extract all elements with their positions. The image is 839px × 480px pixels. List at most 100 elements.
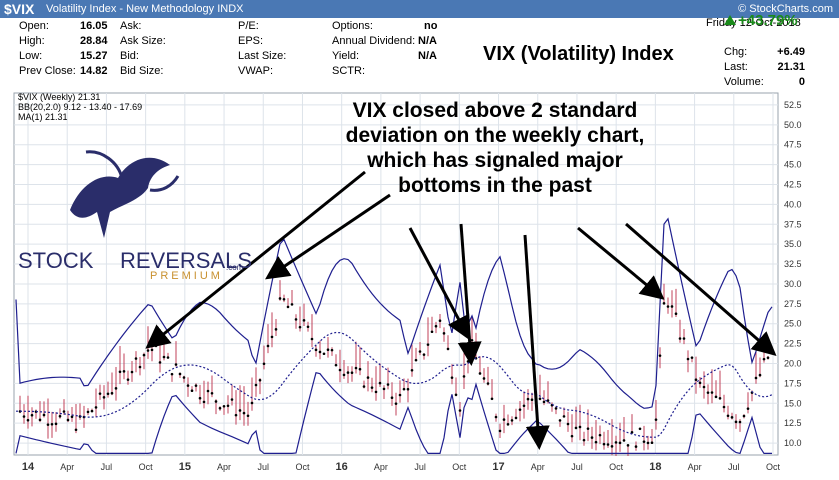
- close-dot: [506, 423, 510, 426]
- close-dot: [638, 427, 642, 431]
- close-dot: [494, 415, 498, 419]
- close-dot: [154, 344, 158, 348]
- close-dot: [762, 357, 766, 361]
- y-tick-label: 12.5: [784, 418, 802, 428]
- close-dot: [266, 344, 270, 348]
- high-label: High:: [19, 35, 45, 47]
- eps-label: EPS:: [238, 35, 264, 47]
- close-dot: [26, 418, 30, 422]
- close-dot: [734, 420, 738, 424]
- close-dot: [518, 408, 522, 411]
- close-dot: [330, 348, 334, 352]
- close-dot: [654, 418, 658, 421]
- close-dot: [126, 378, 130, 381]
- close-dot: [254, 383, 258, 387]
- x-tick-label: Apr: [688, 462, 702, 472]
- close-dot: [294, 318, 298, 321]
- close-dot: [698, 381, 702, 385]
- close-dot: [370, 386, 374, 389]
- close-dot: [682, 337, 686, 340]
- close-dot: [102, 396, 106, 399]
- close-dot: [398, 393, 402, 397]
- close-dot: [742, 414, 746, 418]
- close-dot: [210, 391, 214, 395]
- volume-value: 0: [798, 76, 805, 88]
- close-dot: [22, 415, 26, 418]
- close-dot: [394, 402, 398, 405]
- close-dot: [526, 397, 530, 401]
- annotation-arrow: [408, 227, 470, 341]
- close-dot: [214, 400, 218, 403]
- close-dot: [110, 391, 114, 395]
- close-dot: [354, 366, 358, 370]
- close-dot: [498, 429, 502, 433]
- x-tick-label: Oct: [452, 462, 467, 472]
- close-dot: [578, 425, 582, 429]
- x-tick-label: Oct: [295, 462, 310, 472]
- y-tick-label: 27.5: [784, 299, 802, 309]
- y-tick-label: 35.0: [784, 239, 802, 249]
- close-dot: [358, 367, 362, 371]
- close-dot: [194, 384, 198, 387]
- close-dot: [546, 399, 550, 402]
- close-dot: [710, 391, 714, 394]
- close-dot: [462, 375, 466, 378]
- close-dot: [386, 383, 390, 386]
- y-axis-ticks: 10.0 12.5 15.0 17.5 20.0 22.5 25.0 27.5 30.0 32.5…: [784, 100, 802, 448]
- x-tick-label: Jul: [414, 462, 426, 472]
- close-dot: [46, 423, 50, 426]
- annotation-arrow: [457, 223, 482, 366]
- close-dot: [706, 391, 710, 394]
- logo-reversals-text: REVERSALS: [120, 248, 252, 273]
- y-tick-label: 17.5: [784, 378, 802, 388]
- close-dot: [218, 406, 222, 410]
- close-dot: [602, 442, 606, 446]
- close-dot: [282, 297, 286, 301]
- close-dot: [274, 328, 278, 331]
- x-tick-label: 15: [179, 461, 191, 473]
- x-tick-label: 18: [649, 461, 661, 473]
- close-dot: [38, 418, 42, 422]
- sctr-label: SCTR:: [332, 65, 365, 77]
- close-dot: [766, 356, 770, 360]
- close-dot: [182, 376, 186, 379]
- close-dot: [758, 373, 762, 377]
- annotation-arrow: [145, 170, 366, 349]
- ask-label: Ask:: [120, 20, 142, 32]
- close-dot: [454, 393, 458, 397]
- close-dot: [514, 416, 518, 420]
- close-dot: [270, 335, 274, 339]
- close-dot: [186, 384, 190, 387]
- quote-panel: Open: 16.05 High: 28.84 Low: 15.27 Prev …: [0, 17, 839, 90]
- close-dot: [586, 427, 590, 430]
- close-dot: [226, 404, 230, 408]
- close-dot: [690, 356, 694, 359]
- close-dot: [554, 407, 558, 410]
- prev-close-label: Prev Close:: [19, 65, 76, 77]
- vwap-label: VWAP:: [238, 65, 274, 77]
- annotation-arrow: [265, 193, 391, 280]
- close-dot: [158, 361, 162, 364]
- bull-logo-icon: [70, 150, 180, 238]
- close-dot: [198, 396, 202, 400]
- annotation-arrows: [145, 170, 777, 450]
- close-dot: [134, 357, 138, 360]
- close-dot: [746, 407, 750, 410]
- bid-label: Bid:: [120, 50, 139, 62]
- close-dot: [726, 414, 730, 418]
- close-dot: [542, 400, 546, 404]
- y-tick-label: 52.5: [784, 100, 802, 110]
- close-dot: [458, 409, 462, 412]
- chg-value: +6.49: [777, 46, 805, 58]
- legend-price: $VIX (Weekly) 21.31: [18, 92, 100, 102]
- close-dot: [58, 414, 62, 418]
- close-dot: [450, 376, 454, 379]
- close-dot: [606, 443, 610, 446]
- close-dot: [402, 387, 406, 391]
- close-dot: [738, 420, 742, 424]
- close-dot: [62, 410, 66, 413]
- close-dot: [170, 372, 174, 376]
- source-label: © StockCharts.com: [738, 3, 833, 15]
- x-axis-ticks: 14 Apr Jul Oct 15 Apr Jul Oct 16 Apr Jul Oct 17 Apr Ju…: [22, 461, 781, 473]
- close-dot: [650, 441, 654, 445]
